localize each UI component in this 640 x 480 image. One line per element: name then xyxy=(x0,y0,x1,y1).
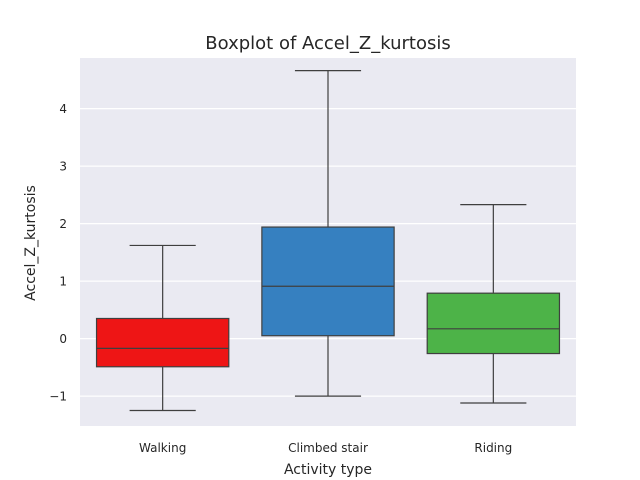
box-riding xyxy=(426,204,561,404)
x-axis-ticks: Walking Climbed stair Riding xyxy=(139,441,512,455)
x-tick-label: Riding xyxy=(474,441,512,455)
y-tick-label: 3 xyxy=(59,160,67,174)
box-climbed-stair xyxy=(261,70,395,397)
y-tick-label: 0 xyxy=(59,332,67,346)
y-tick-label: −1 xyxy=(49,390,67,404)
y-tick-label: 2 xyxy=(59,217,67,231)
x-tick-label: Climbed stair xyxy=(288,441,368,455)
boxes xyxy=(95,70,561,412)
y-tick-label: 4 xyxy=(59,102,67,116)
y-axis-ticks: −1 0 1 2 3 4 xyxy=(49,102,67,404)
y-axis-label: Accel_Z_kurtosis xyxy=(23,185,39,301)
x-axis-label: Activity type xyxy=(284,462,372,478)
box-iqr xyxy=(95,317,230,368)
x-tick-label: Walking xyxy=(139,441,186,455)
chart-title: Boxplot of Accel_Z_kurtosis xyxy=(205,33,450,54)
y-tick-label: 1 xyxy=(59,275,67,289)
box-walking xyxy=(95,244,230,412)
box-iqr xyxy=(426,292,561,355)
box-iqr xyxy=(261,226,395,337)
